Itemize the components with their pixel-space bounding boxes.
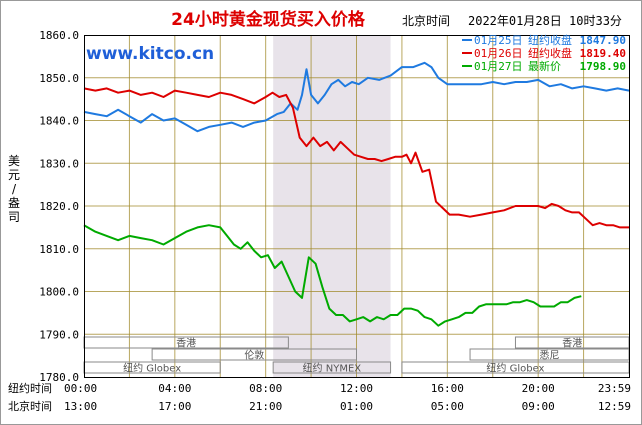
series-lines bbox=[83, 61, 630, 327]
bj-tick-label: 05:00 bbox=[431, 400, 464, 413]
legend-date: 01月27日 bbox=[474, 60, 523, 73]
series-line-3 bbox=[83, 224, 582, 327]
watermark: www.kitco.cn bbox=[86, 44, 214, 64]
legend-date: 01月25日 bbox=[474, 34, 523, 47]
ny-tick-label: 04:00 bbox=[158, 382, 191, 395]
ny-tick-label: 23:59 bbox=[598, 382, 631, 395]
y-label-char: 司 bbox=[8, 210, 20, 224]
ny-tick-label: 00:00 bbox=[64, 382, 97, 395]
bj-tick-label: 12:59 bbox=[598, 400, 631, 413]
bj-tick-label: 17:00 bbox=[158, 400, 191, 413]
timestamp: 2022年01月28日 10时33分 bbox=[468, 14, 622, 28]
y-tick-label: 1790.0 bbox=[39, 328, 79, 341]
session-bar bbox=[151, 348, 357, 361]
series-line-1 bbox=[83, 61, 630, 133]
ny-time-label: 纽约时间 bbox=[8, 381, 52, 395]
y-tick-label: 1860.0 bbox=[39, 29, 79, 42]
session-label: 纽约 Globex bbox=[123, 362, 181, 375]
session-label: 纽约 NYMEX bbox=[303, 362, 362, 375]
legend: 01月25日 纽约收盘 1847.90 01月26日 纽约收盘 1819.40 01月27日… bbox=[462, 33, 626, 73]
bj-tick-label: 13:00 bbox=[64, 400, 97, 413]
session-label: 伦敦 bbox=[244, 349, 264, 362]
legend-label: 纽约收盘 bbox=[528, 33, 572, 47]
ny-tick-label: 20:00 bbox=[522, 382, 555, 395]
legend-value: 1798.90 bbox=[580, 60, 626, 73]
session-label: 香港 bbox=[562, 338, 582, 350]
chart-title: 24小时黄金现货买入价格 bbox=[171, 9, 366, 30]
timezone-label: 北京时间 bbox=[402, 14, 450, 28]
series-line-2 bbox=[83, 87, 629, 229]
legend-value: 1847.90 bbox=[580, 34, 626, 47]
y-label-char: 盎 bbox=[8, 196, 20, 210]
y-tick-label: 1820.0 bbox=[39, 200, 79, 213]
bj-time-label: 北京时间 bbox=[8, 399, 52, 413]
y-label-char: 元 bbox=[8, 168, 20, 182]
y-tick-label: 1840.0 bbox=[39, 115, 79, 128]
legend-label: 纽约收盘 bbox=[528, 46, 572, 60]
y-label-char: 美 bbox=[8, 154, 20, 168]
bj-tick-label: 09:00 bbox=[522, 400, 555, 413]
y-tick-label: 1810.0 bbox=[39, 243, 79, 256]
ny-tick-label: 08:00 bbox=[249, 382, 282, 395]
legend-label: 最新价 bbox=[528, 59, 561, 73]
ny-tick-label: 12:00 bbox=[340, 382, 373, 395]
y-label-char: / bbox=[12, 182, 17, 196]
y-axis-ticks: 1860.0 1850.0 1840.0 1830.0 1820.0 1810.0 1800… bbox=[39, 29, 79, 384]
legend-date: 01月26日 bbox=[474, 47, 523, 60]
y-tick-label: 1830.0 bbox=[39, 157, 79, 170]
y-tick-label: 1780.0 bbox=[39, 371, 79, 384]
bj-tick-label: 21:00 bbox=[249, 400, 282, 413]
legend-value: 1819.40 bbox=[580, 47, 626, 60]
y-axis-label: 美元/盎司 bbox=[8, 154, 20, 224]
session-label: 纽约 Globex bbox=[486, 362, 544, 375]
y-tick-label: 1800.0 bbox=[39, 286, 79, 299]
plot-border bbox=[84, 35, 630, 378]
session-bar bbox=[272, 361, 392, 374]
y-tick-label: 1850.0 bbox=[39, 72, 79, 85]
session-label: 香港 bbox=[176, 338, 196, 350]
ny-tick-label: 16:00 bbox=[431, 382, 464, 395]
session-label: 悉尼 bbox=[540, 350, 560, 362]
bj-tick-label: 01:00 bbox=[340, 400, 373, 413]
